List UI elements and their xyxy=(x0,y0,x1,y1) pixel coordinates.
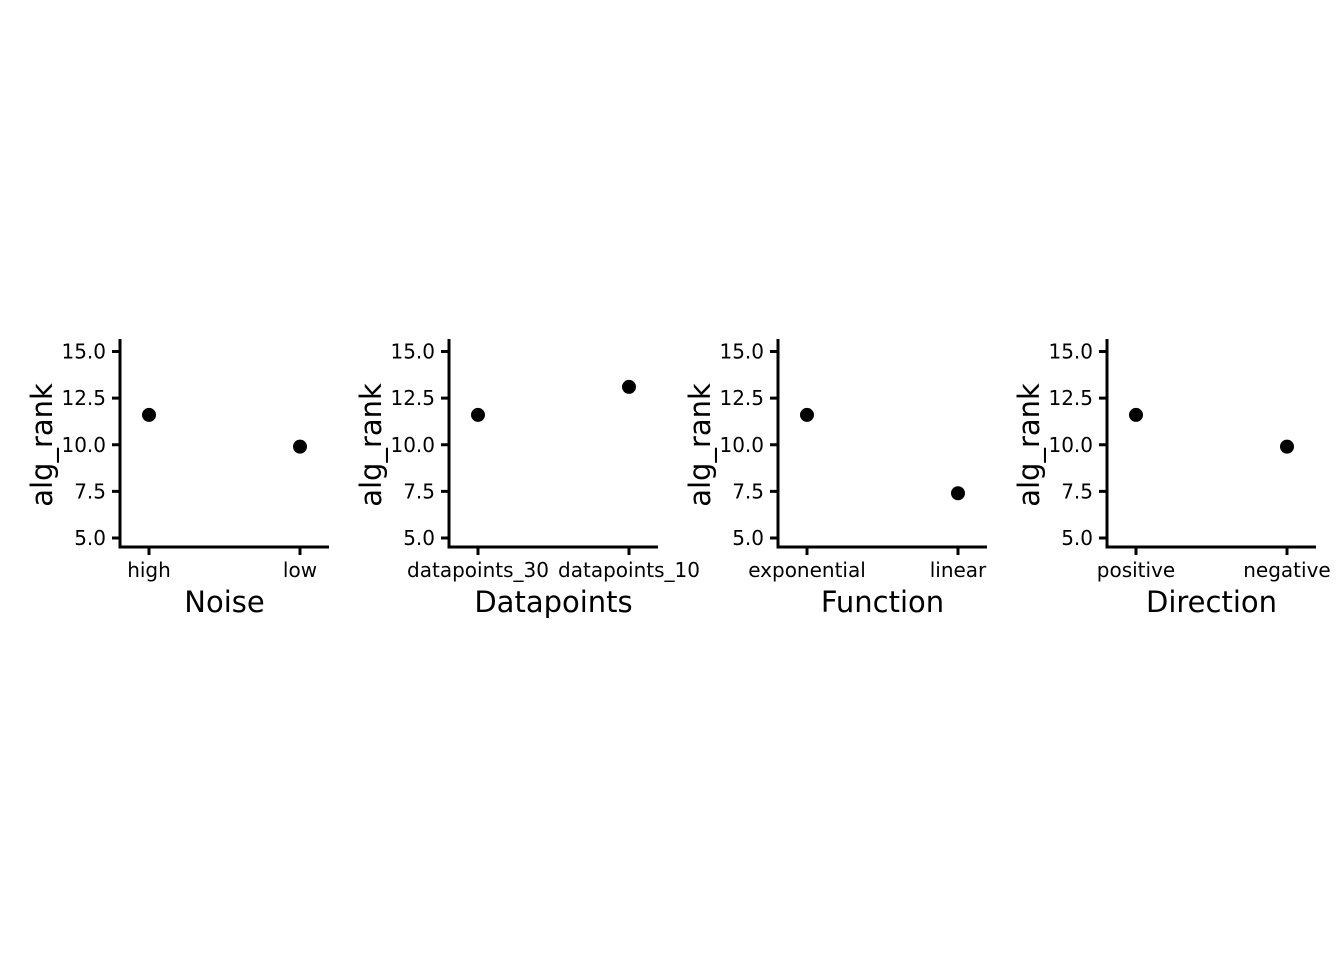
y-tick-label: 12.5 xyxy=(390,386,435,410)
x-tick-label: exponential xyxy=(748,558,866,582)
y-axis-title: alg_rank xyxy=(354,383,388,507)
y-tick-label: 5.0 xyxy=(403,526,435,550)
y-tick-label: 10.0 xyxy=(61,433,106,457)
y-tick-label: 7.5 xyxy=(732,479,764,503)
axis-spine xyxy=(1105,339,1316,549)
x-tick-label: datapoints_10 xyxy=(558,558,700,582)
axis-spine xyxy=(776,339,987,549)
x-tick-label: linear xyxy=(930,558,987,582)
data-point xyxy=(1129,407,1143,422)
x-tick-label: datapoints_30 xyxy=(407,558,549,582)
data-point xyxy=(951,486,965,501)
y-tick-label: 15.0 xyxy=(719,340,764,364)
x-tick-label: low xyxy=(283,558,317,582)
data-point xyxy=(800,407,814,422)
y-tick-label: 15.0 xyxy=(390,340,435,364)
y-tick-label: 10.0 xyxy=(390,433,435,457)
y-tick-label: 12.5 xyxy=(61,386,106,410)
y-tick-label: 7.5 xyxy=(74,479,106,503)
y-tick-label: 10.0 xyxy=(719,433,764,457)
data-point xyxy=(471,407,485,422)
x-axis-title: Datapoints xyxy=(474,585,632,619)
y-tick-label: 15.0 xyxy=(1048,340,1093,364)
data-point xyxy=(1280,439,1294,454)
data-point xyxy=(293,439,307,454)
x-axis-title: Direction xyxy=(1146,585,1277,619)
y-axis-title: alg_rank xyxy=(683,383,717,507)
y-tick-label: 12.5 xyxy=(1048,386,1093,410)
y-tick-label: 15.0 xyxy=(61,340,106,364)
x-tick-label: positive xyxy=(1097,558,1175,582)
y-tick-label: 10.0 xyxy=(1048,433,1093,457)
x-axis-title: Noise xyxy=(184,585,264,619)
y-axis-title: alg_rank xyxy=(1012,383,1046,507)
panel-noise: 15.0 12.5 10.0 7.5 5.0 high low Noise alg_rank xyxy=(25,339,329,619)
panel-datapoints: 15.0 12.5 10.0 7.5 5.0 datapoints_30 datapoint… xyxy=(354,339,700,619)
axis-spine xyxy=(447,339,658,549)
x-axis-title: Function xyxy=(821,585,944,619)
axis-spine xyxy=(118,339,329,549)
x-tick-label: negative xyxy=(1243,558,1330,582)
y-tick-label: 5.0 xyxy=(1061,526,1093,550)
x-tick-label: high xyxy=(127,558,171,582)
y-tick-label: 7.5 xyxy=(1061,479,1093,503)
data-point xyxy=(622,379,636,394)
data-point xyxy=(142,407,156,422)
y-tick-label: 12.5 xyxy=(719,386,764,410)
y-tick-label: 7.5 xyxy=(403,479,435,503)
y-tick-label: 5.0 xyxy=(74,526,106,550)
y-tick-label: 5.0 xyxy=(732,526,764,550)
panel-function: 15.0 12.5 10.0 7.5 5.0 exponential linear Funct… xyxy=(683,339,987,619)
y-axis-title: alg_rank xyxy=(25,383,59,507)
